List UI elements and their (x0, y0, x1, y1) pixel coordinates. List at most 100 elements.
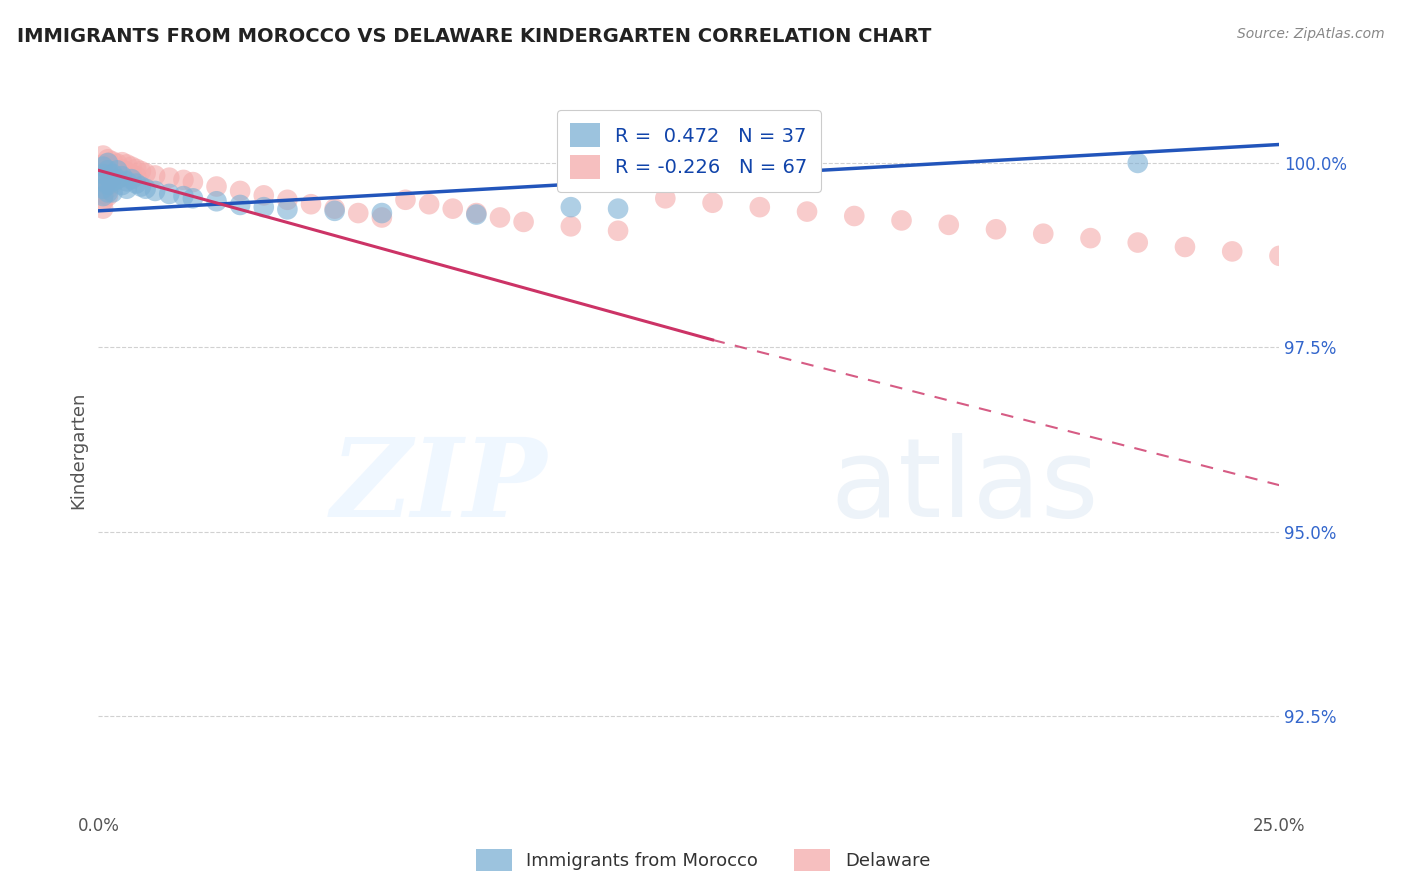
Point (101, 154, 124, 169)
Point (97, 153, 120, 167)
Point (91, 160, 114, 174)
Point (111, 178, 134, 192)
Point (1316, 253, 1339, 268)
Point (1126, 235, 1149, 250)
Point (115, 182, 138, 196)
Point (111, 169, 134, 184)
Point (143, 169, 166, 183)
Point (101, 177, 124, 191)
Point (135, 166, 157, 180)
Point (371, 206, 394, 220)
Point (299, 197, 322, 211)
Point (512, 215, 534, 229)
Point (1174, 240, 1197, 254)
Point (181, 175, 204, 189)
Point (607, 202, 630, 216)
Point (97, 160, 120, 174)
Point (91, 189, 114, 203)
Text: Source: ZipAtlas.com: Source: ZipAtlas.com (1237, 27, 1385, 41)
Point (465, 208, 488, 222)
Point (607, 224, 630, 238)
Point (125, 169, 148, 184)
Point (105, 172, 128, 186)
Point (1268, 249, 1291, 263)
Point (97, 163, 120, 178)
Point (796, 204, 818, 219)
Point (371, 211, 394, 225)
Point (702, 195, 724, 210)
Point (129, 179, 152, 194)
Point (748, 200, 770, 214)
Point (91, 172, 114, 186)
Point (101, 169, 124, 184)
Point (465, 206, 488, 220)
Point (97, 189, 120, 203)
Point (938, 218, 960, 232)
Point (111, 169, 134, 184)
Point (105, 164, 128, 178)
Point (1220, 244, 1243, 259)
Point (172, 173, 194, 187)
Point (91, 179, 114, 194)
Point (91, 202, 114, 216)
Point (441, 202, 464, 216)
Point (129, 164, 152, 178)
Point (1032, 227, 1054, 241)
Point (97, 174, 120, 188)
Point (276, 193, 298, 207)
Point (157, 186, 180, 201)
Point (844, 209, 866, 223)
Legend: R =  0.472   N = 37, R = -0.226   N = 67: R = 0.472 N = 37, R = -0.226 N = 67 (557, 110, 821, 192)
Text: atlas: atlas (831, 434, 1099, 540)
Point (205, 194, 228, 209)
Point (115, 157, 138, 171)
Point (91, 148, 114, 162)
Point (276, 202, 298, 217)
Point (97, 156, 120, 170)
Point (125, 161, 148, 176)
Point (97, 182, 120, 196)
Point (121, 160, 143, 174)
Point (91, 194, 114, 209)
Point (91, 182, 114, 196)
Point (418, 197, 440, 211)
Point (394, 193, 416, 207)
Point (105, 163, 128, 178)
Point (101, 186, 124, 200)
Point (121, 172, 143, 186)
Point (323, 203, 346, 218)
Point (560, 200, 582, 214)
Point (143, 184, 166, 198)
Text: ZIP: ZIP (330, 433, 547, 541)
Point (654, 191, 676, 205)
Text: IMMIGRANTS FROM MOROCCO VS DELAWARE KINDERGARTEN CORRELATION CHART: IMMIGRANTS FROM MOROCCO VS DELAWARE KIND… (17, 27, 931, 45)
Y-axis label: Kindergarten: Kindergarten (69, 392, 87, 509)
Point (489, 211, 512, 225)
Point (111, 162, 134, 177)
Point (323, 202, 346, 216)
Point (984, 222, 1007, 236)
Point (97, 178, 120, 192)
Point (97, 186, 120, 200)
Point (91, 165, 114, 179)
Point (121, 167, 143, 181)
Point (125, 177, 148, 191)
Point (253, 200, 276, 214)
Point (172, 189, 194, 203)
Point (253, 188, 276, 202)
Point (181, 191, 204, 205)
Point (97, 167, 120, 181)
Point (560, 219, 582, 234)
Point (101, 167, 124, 181)
Point (157, 170, 180, 185)
Point (91, 174, 114, 188)
Point (91, 186, 114, 201)
Point (1126, 156, 1149, 170)
Legend: Immigrants from Morocco, Delaware: Immigrants from Morocco, Delaware (468, 842, 938, 879)
Point (111, 155, 134, 169)
Point (91, 167, 114, 181)
Point (115, 165, 138, 179)
Point (101, 161, 124, 176)
Point (229, 198, 252, 212)
Point (105, 171, 128, 186)
